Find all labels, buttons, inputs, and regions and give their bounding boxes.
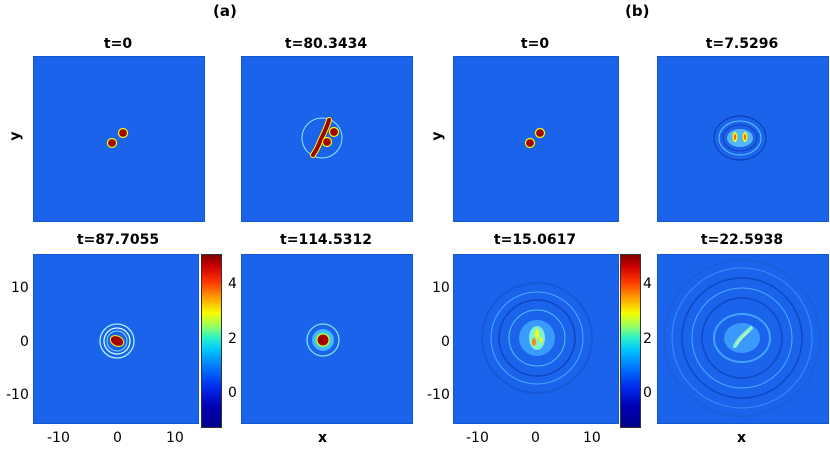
- title-b1: t=0: [520, 36, 550, 52]
- title-a3: t=87.7055: [76, 232, 160, 248]
- x-axis-label-b: x: [737, 430, 747, 446]
- y-axis-label-b: y: [429, 131, 446, 141]
- title-a2: t=80.3434: [284, 36, 368, 52]
- xtick-b-0: 0: [531, 430, 540, 446]
- title-a1: t=0: [103, 36, 133, 52]
- xtick-a-neg10: -10: [47, 430, 70, 446]
- field-a4: [241, 254, 413, 424]
- ring-a2: [301, 117, 343, 159]
- soliton-a2-1: [328, 126, 340, 138]
- ytick-a-neg10: -10: [6, 387, 29, 403]
- cbar-b-tick-2: 2: [643, 331, 652, 347]
- field-a3: [33, 254, 199, 424]
- title-b4: t=22.5938: [700, 232, 784, 248]
- field-a1: [33, 56, 205, 222]
- panel-label-a: (a): [213, 2, 237, 20]
- ytick-b-neg10: -10: [427, 387, 450, 403]
- field-b4: [657, 254, 829, 424]
- x-axis-label-a: x: [318, 430, 328, 446]
- field-b3: [453, 254, 619, 424]
- cbar-a-tick-0: 0: [228, 385, 237, 401]
- xtick-b-neg10: -10: [466, 430, 489, 446]
- title-b2: t=7.5296: [705, 36, 779, 52]
- cbar-b-tick-0: 0: [643, 385, 652, 401]
- field-b2: [657, 56, 829, 222]
- panel-label-b: (b): [625, 2, 650, 20]
- soliton-a1-2: [106, 137, 118, 149]
- blob-a3: [109, 335, 125, 347]
- ytick-b-10: 10: [432, 280, 450, 296]
- colorbar-a: [201, 254, 222, 428]
- ytick-a-10: 10: [11, 280, 29, 296]
- soliton-b1-1: [534, 127, 546, 139]
- soliton-a2-2: [321, 136, 333, 148]
- soliton-a1-1: [117, 127, 129, 139]
- colorbar-b: [620, 254, 641, 428]
- ytick-b-0: 0: [441, 334, 450, 350]
- xtick-b-10: 10: [583, 430, 601, 446]
- cbar-a-tick-4: 4: [228, 276, 237, 292]
- y-axis-label-a: y: [7, 131, 24, 141]
- xtick-a-10: 10: [166, 430, 184, 446]
- field-a2: [241, 56, 413, 222]
- cbar-a-tick-2: 2: [228, 331, 237, 347]
- cbar-b-tick-4: 4: [643, 276, 652, 292]
- xtick-a-0: 0: [113, 430, 122, 446]
- title-a4: t=114.5312: [280, 232, 372, 248]
- title-b3: t=15.0617: [493, 232, 577, 248]
- field-b1: [453, 56, 619, 222]
- soliton-b1-2: [524, 137, 536, 149]
- blob-a4: [316, 333, 330, 347]
- ytick-a-0: 0: [20, 334, 29, 350]
